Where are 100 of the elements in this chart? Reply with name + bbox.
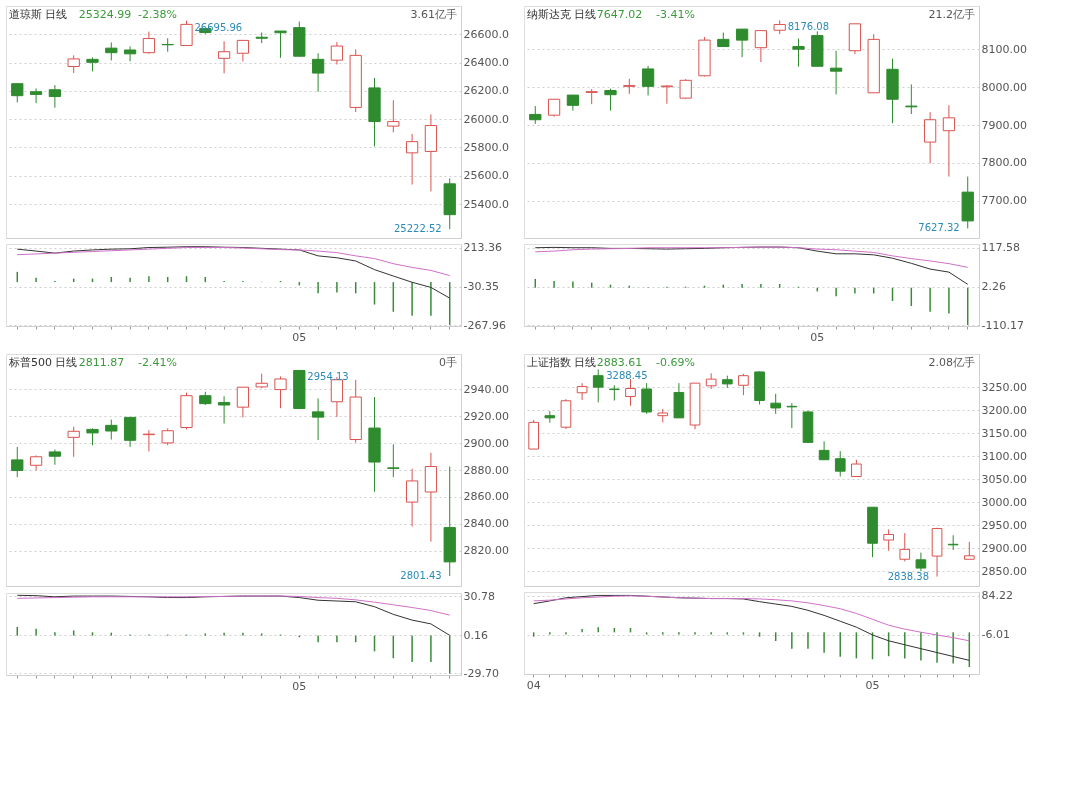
candlestick bbox=[330, 41, 344, 65]
y-tick-label: 3150.00 bbox=[981, 426, 1027, 440]
y-tick-label: 2900.00 bbox=[981, 541, 1027, 555]
candlestick bbox=[29, 87, 43, 104]
y-tick-label: 213.36 bbox=[463, 241, 502, 255]
x-tick-label: 05 bbox=[810, 330, 825, 344]
annotation: 25222.52 bbox=[394, 223, 442, 235]
candlestick bbox=[641, 382, 652, 415]
candlestick bbox=[217, 395, 231, 425]
candlestick bbox=[604, 88, 617, 112]
y-tick-label: 2950.00 bbox=[981, 518, 1027, 532]
y-tick-label: 2920.00 bbox=[463, 409, 509, 423]
annotation: 21.2亿手 bbox=[928, 8, 975, 21]
annotation: -3.41% bbox=[655, 8, 695, 21]
y-tick-label: 2.26 bbox=[981, 280, 1006, 294]
candlestick bbox=[67, 426, 80, 458]
y-tick-label: 30.78 bbox=[463, 589, 495, 603]
candlestick bbox=[105, 419, 118, 441]
candlestick bbox=[405, 133, 419, 186]
candlestick bbox=[625, 378, 636, 407]
candlestick bbox=[735, 28, 749, 58]
x-tick-label: 05 bbox=[865, 678, 880, 692]
y-tick-label: 7700.00 bbox=[981, 194, 1027, 208]
line-series bbox=[533, 595, 970, 642]
y-tick-label: -110.17 bbox=[981, 318, 1024, 332]
candlestick bbox=[236, 386, 250, 418]
y-tick-label: 3050.00 bbox=[981, 472, 1027, 486]
line-series bbox=[16, 247, 451, 277]
annotation: -2.41% bbox=[137, 356, 177, 369]
candlestick bbox=[641, 65, 655, 96]
y-tick-label: 26000.0 bbox=[463, 112, 509, 126]
candlestick bbox=[915, 552, 927, 572]
y-tick-label: 0.16 bbox=[463, 628, 488, 642]
y-tick-label: 84.22 bbox=[981, 589, 1013, 603]
y-tick-label: 7800.00 bbox=[981, 156, 1027, 170]
candlestick bbox=[274, 375, 287, 409]
candlestick bbox=[387, 443, 400, 478]
candlestick bbox=[123, 416, 137, 448]
chart-title: 标普500 日线 bbox=[8, 356, 78, 369]
y-tick-label: -29.70 bbox=[463, 666, 499, 680]
y-tick-label: 3200.00 bbox=[981, 403, 1027, 417]
y-tick-label: 26600.0 bbox=[463, 27, 509, 41]
candlestick bbox=[786, 402, 798, 429]
y-tick-label: 2900.00 bbox=[463, 436, 509, 450]
candlestick bbox=[311, 52, 325, 93]
candlestick bbox=[311, 397, 325, 441]
annotation: 8176.08 bbox=[787, 21, 830, 33]
annotation: 2954.13 bbox=[307, 371, 349, 383]
candlestick bbox=[405, 468, 419, 528]
y-tick-label: 26400.0 bbox=[463, 56, 509, 70]
candlestick bbox=[236, 39, 250, 62]
annotation: 2811.87 bbox=[78, 356, 125, 369]
candlestick bbox=[770, 393, 782, 415]
y-tick-label: 2840.00 bbox=[463, 517, 509, 531]
annotation: 7647.02 bbox=[596, 8, 643, 21]
annotation: 3.61亿手 bbox=[410, 8, 457, 21]
y-tick-label: 8100.00 bbox=[981, 42, 1027, 56]
annotation: 7627.32 bbox=[918, 222, 960, 234]
y-tick-label: 3250.00 bbox=[981, 380, 1027, 394]
y-tick-label: 3100.00 bbox=[981, 449, 1027, 463]
y-tick-label: 2820.00 bbox=[463, 544, 509, 558]
x-tick-label: 05 bbox=[292, 330, 307, 344]
candlestick bbox=[679, 78, 692, 100]
candlestick bbox=[883, 528, 894, 552]
y-tick-label: 2860.00 bbox=[463, 490, 509, 504]
candlestick bbox=[48, 84, 62, 109]
annotation: 2.08亿手 bbox=[928, 356, 975, 369]
candlestick bbox=[818, 440, 830, 461]
annotation: 2838.38 bbox=[887, 570, 930, 582]
candlestick bbox=[899, 532, 911, 562]
candlestick bbox=[923, 111, 937, 164]
candlestick bbox=[387, 99, 400, 133]
y-tick-label: 7900.00 bbox=[981, 118, 1027, 132]
candlestick bbox=[942, 104, 956, 178]
line-series bbox=[534, 246, 969, 268]
annotation: -2.38% bbox=[137, 8, 177, 21]
candlestick bbox=[217, 40, 231, 74]
y-tick-label: 26200.0 bbox=[463, 84, 509, 98]
candlestick bbox=[142, 429, 156, 452]
candlestick bbox=[48, 449, 62, 466]
y-tick-label: 8000.00 bbox=[981, 80, 1027, 94]
y-tick-label: 2880.00 bbox=[463, 463, 509, 477]
candlestick bbox=[180, 20, 193, 46]
candlestick bbox=[576, 382, 588, 401]
candlestick bbox=[123, 45, 137, 62]
candlestick bbox=[834, 450, 846, 478]
candlestick bbox=[905, 83, 918, 115]
y-tick-label: 25600.0 bbox=[463, 169, 509, 183]
line-series bbox=[16, 595, 451, 616]
y-tick-label: -30.35 bbox=[463, 280, 499, 294]
candlestick bbox=[11, 83, 24, 103]
y-tick-label: 117.58 bbox=[981, 241, 1020, 255]
annotation: 3288.45 bbox=[606, 370, 648, 382]
chart-title: 上证指数 日线 bbox=[527, 356, 597, 369]
annotation: 25324.99 bbox=[78, 8, 132, 21]
x-tick-label: 04 bbox=[526, 678, 541, 692]
annotation: 2883.61 bbox=[596, 356, 643, 369]
x-tick-label: 05 bbox=[292, 679, 307, 693]
chart-title: 纳斯达克 日线 bbox=[527, 8, 597, 21]
annotation: 2801.43 bbox=[400, 569, 442, 581]
